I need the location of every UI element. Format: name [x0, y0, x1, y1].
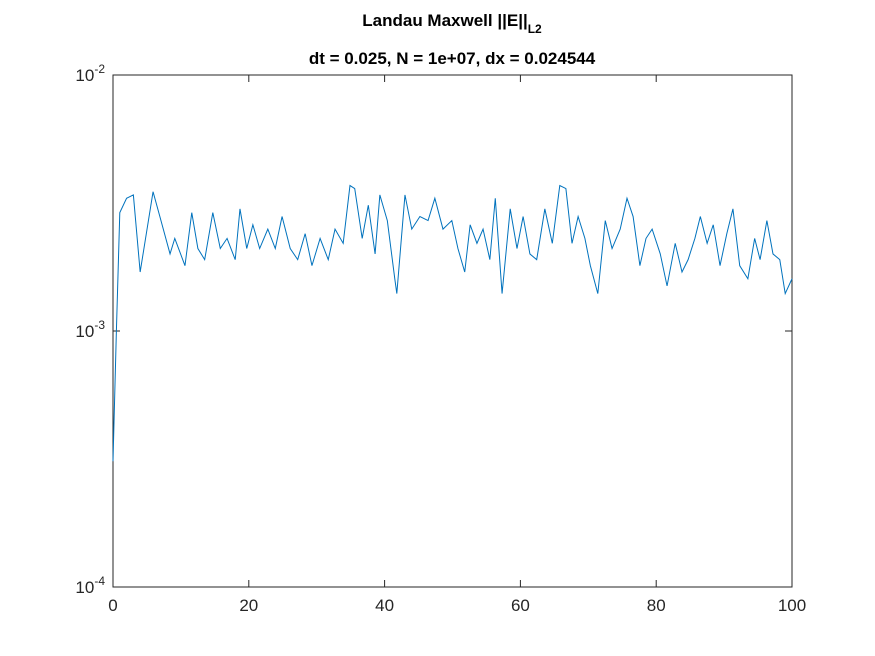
y-tick-label: 10-2 [75, 62, 105, 85]
y-tick-label: 10-3 [75, 318, 105, 341]
y-tick-base: 10 [75, 578, 94, 597]
x-tick-label: 100 [778, 596, 806, 615]
y-tick-label: 10-4 [75, 574, 105, 597]
y-tick-base: 10 [75, 66, 94, 85]
y-tick-exponent: -3 [94, 318, 105, 332]
title-subscript: L2 [528, 22, 542, 36]
plot-area [112, 74, 793, 588]
title-main: Landau Maxwell ||E|| [362, 11, 527, 30]
y-tick-exponent: -4 [94, 574, 105, 588]
y-tick-base: 10 [75, 322, 94, 341]
y-tick-exponent: -2 [94, 62, 105, 76]
x-tick-label: 0 [108, 596, 117, 615]
line-series [112, 184, 793, 462]
x-tick-label: 80 [647, 596, 666, 615]
x-tick-label: 60 [511, 596, 530, 615]
x-tick-label: 20 [239, 596, 258, 615]
chart-subtitle: dt = 0.025, N = 1e+07, dx = 0.024544 [309, 49, 596, 68]
chart-title: Landau Maxwell ||E||L2 [362, 11, 542, 36]
x-tick-label: 40 [375, 596, 394, 615]
